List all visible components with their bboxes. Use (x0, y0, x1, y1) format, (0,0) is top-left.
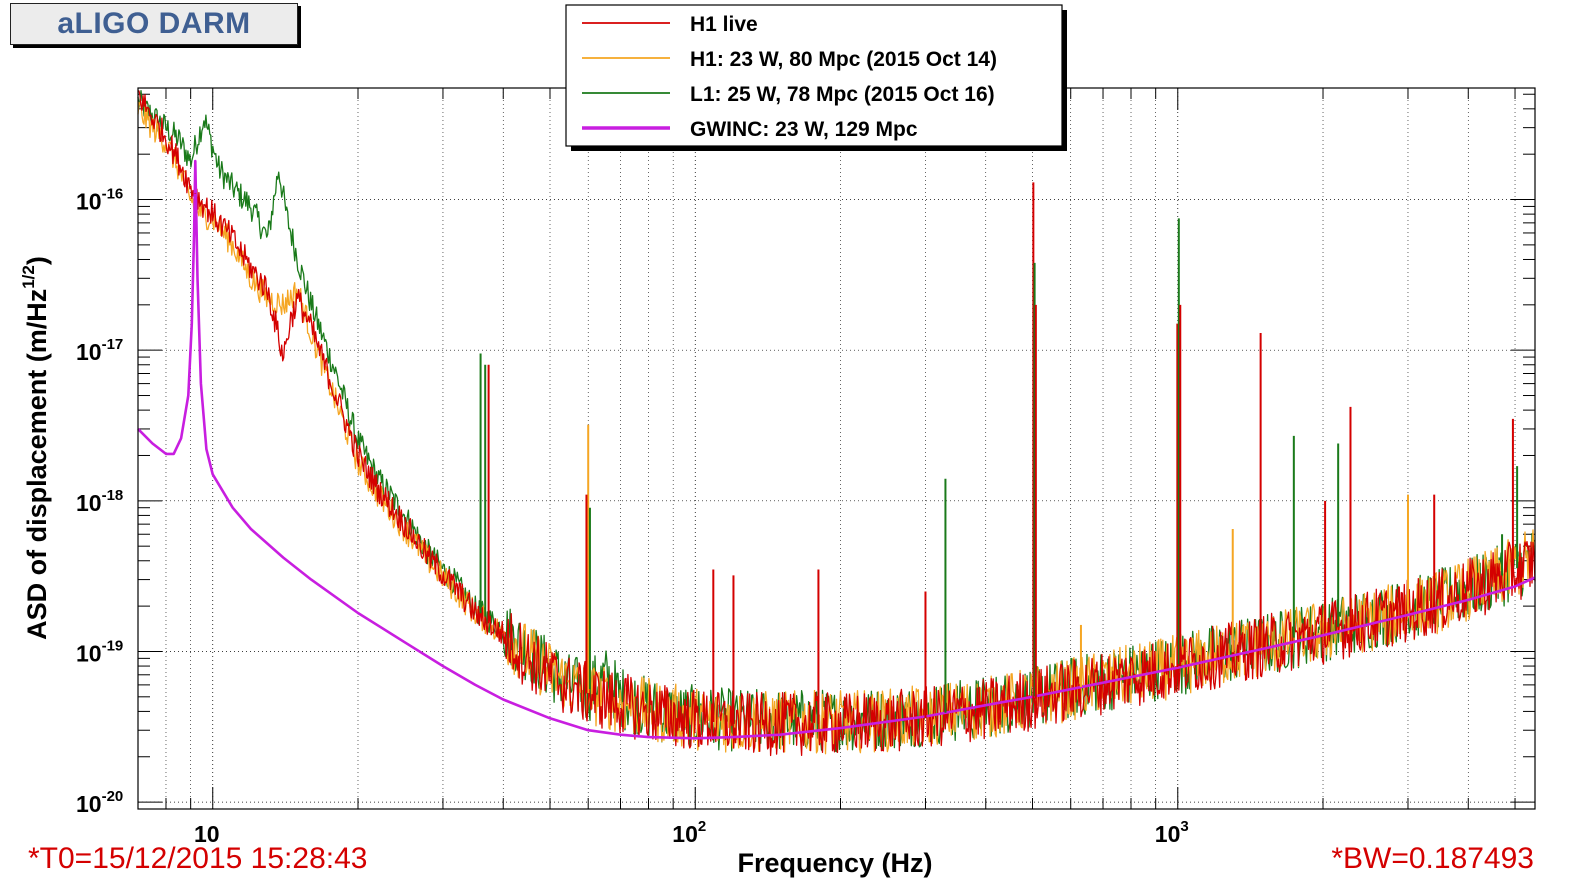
x-tick-label: 10 (194, 821, 220, 847)
x-tick-label: 102 (672, 818, 706, 847)
y-tick-label-exp: -17 (102, 336, 124, 353)
series-h1-live-line (137, 90, 1536, 757)
y-tick-label: 10-18 (76, 487, 123, 516)
series-h1-23-w-80-mpc-2015-oct-14-line (137, 101, 1536, 755)
y-tick-label-base: 10 (76, 189, 102, 215)
legend-label: H1: 23 W, 80 Mpc (2015 Oct 14) (690, 48, 997, 71)
y-tick-label-exp: -19 (102, 637, 124, 654)
plot-background (138, 88, 1535, 809)
x-tick-label-base: 10 (1155, 821, 1181, 847)
t0-timestamp: *T0=15/12/2015 15:28:43 (28, 842, 368, 875)
y-tick-label-base: 10 (76, 791, 102, 817)
y-tick-label: 10-20 (76, 788, 123, 817)
y-axis-label-main: ASD of displacement (m/Hz (22, 289, 52, 640)
y-tick-label-exp: -18 (102, 487, 124, 504)
y-tick-label: 10-19 (76, 637, 123, 666)
y-tick-label-base: 10 (76, 339, 102, 365)
series-layer (137, 90, 1536, 757)
x-tick-label-exp: 3 (1180, 818, 1188, 835)
y-axis-label-sup: 1/2 (19, 265, 38, 289)
bandwidth-label: *BW=0.187493 (1331, 842, 1534, 875)
y-axis-label-close: ) (22, 256, 52, 265)
chart-title: aLIGO DARM (57, 7, 251, 40)
y-tick-label-base: 10 (76, 490, 102, 516)
x-axis-label: Frequency (Hz) (737, 848, 932, 878)
series-l1-25-w-78-mpc-2015-oct-16-line (137, 90, 1536, 753)
x-tick-label-base: 10 (194, 821, 220, 847)
chart-title-box: aLIGO DARM (10, 3, 298, 45)
series-gwinc-23-w-129-mpc-line (137, 159, 1536, 740)
y-tick-label-exp: -20 (102, 788, 124, 805)
x-tick-label: 103 (1155, 818, 1189, 847)
y-tick-label: 10-16 (76, 186, 123, 215)
x-tick-label-exp: 2 (698, 818, 706, 835)
x-tick-label-base: 10 (672, 821, 698, 847)
y-tick-label-exp: -16 (102, 186, 124, 203)
legend: H1 live H1: 23 W, 80 Mpc (2015 Oct 14) L1:… (565, 4, 1067, 151)
legend-entries: H1 live H1: 23 W, 80 Mpc (2015 Oct 14) L1:… (582, 13, 997, 141)
y-tick-label: 10-17 (76, 336, 123, 365)
y-tick-label-base: 10 (76, 640, 102, 666)
legend-label: H1 live (690, 13, 758, 36)
legend-label: GWINC: 23 W, 129 Mpc (690, 118, 918, 141)
y-axis-label: ASD of displacement (m/Hz1/2) (19, 256, 52, 640)
x-tick-labels: 10 102 103 (194, 818, 1189, 847)
peaks-layer (194, 182, 1519, 724)
legend-label: L1: 25 W, 78 Mpc (2015 Oct 16) (690, 83, 995, 106)
legend-box (565, 4, 1063, 147)
